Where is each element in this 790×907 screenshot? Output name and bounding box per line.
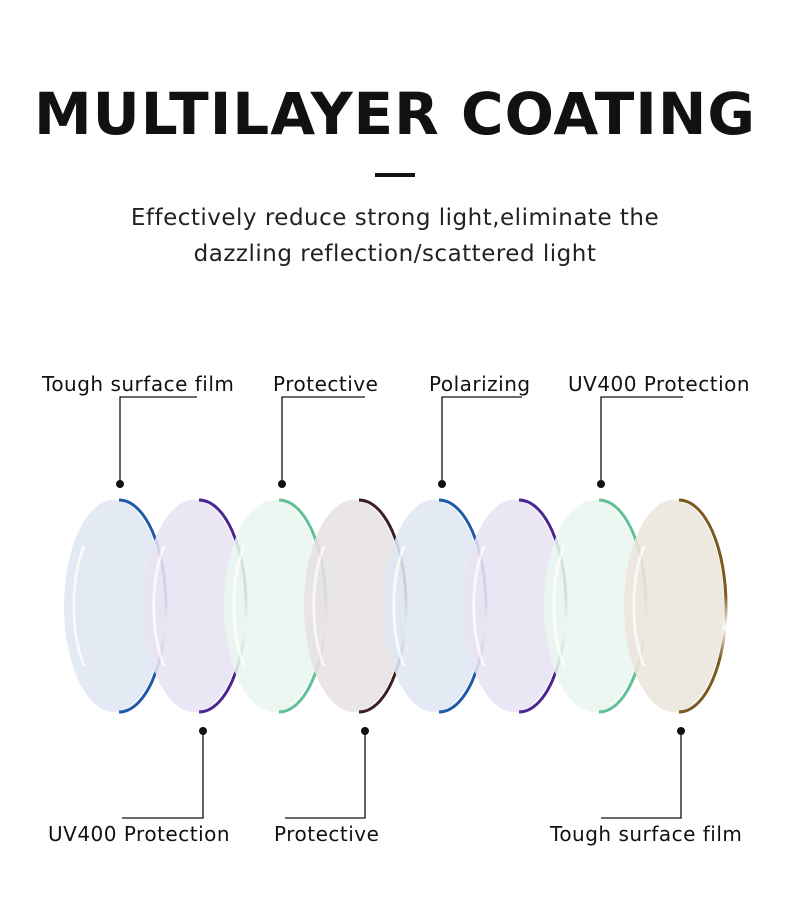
lens-highlight-8 [632,545,646,667]
lens-highlight-6 [472,545,486,667]
lens-5 [384,500,484,712]
lens-4 [304,500,404,712]
callout-line-6 [285,731,366,819]
lens-3 [224,500,324,712]
lens-rim-8 [678,498,728,714]
callout-dot-6 [361,727,369,735]
lens-2 [144,500,244,712]
lens-7 [544,500,644,712]
bottom-label-uv400-protection: UV400 Protection [48,822,231,846]
callout-line-7 [601,731,682,819]
title-divider [375,173,415,177]
callout-line-5 [122,731,204,819]
callout-dot-7 [677,727,685,735]
lens-8 [624,500,724,712]
lens-highlight-1 [72,545,86,667]
callout-dot-4 [597,480,605,488]
callout-dot-2 [278,480,286,488]
lens-highlight-7 [552,545,566,667]
callout-line-2 [281,396,365,484]
lens-highlight-3 [232,545,246,667]
top-label-uv400-protection: UV400 Protection [568,372,751,396]
bottom-label-tough-surface-film: Tough surface film [550,822,743,846]
callout-line-3 [441,396,522,484]
lens-highlight-5 [392,545,406,667]
subtitle-line-2: dazzling reflection/scattered light [193,241,597,267]
lens-highlight-4 [312,545,326,667]
callout-dot-1 [116,480,124,488]
callout-line-1 [119,396,197,484]
lens-highlight-2 [152,545,166,667]
page-title: MULTILAYER COATING [33,80,757,148]
callout-line-4 [600,396,683,484]
top-label-protective: Protective [273,372,379,396]
bottom-label-protective: Protective [274,822,380,846]
callout-dot-3 [438,480,446,488]
subtitle-line-1: Effectively reduce strong light,eliminat… [130,205,660,231]
top-label-polarizing: Polarizing [429,372,531,396]
lens-1 [64,500,164,712]
top-label-tough-surface-film: Tough surface film [42,372,235,396]
lens-6 [464,500,564,712]
callout-dot-5 [199,727,207,735]
